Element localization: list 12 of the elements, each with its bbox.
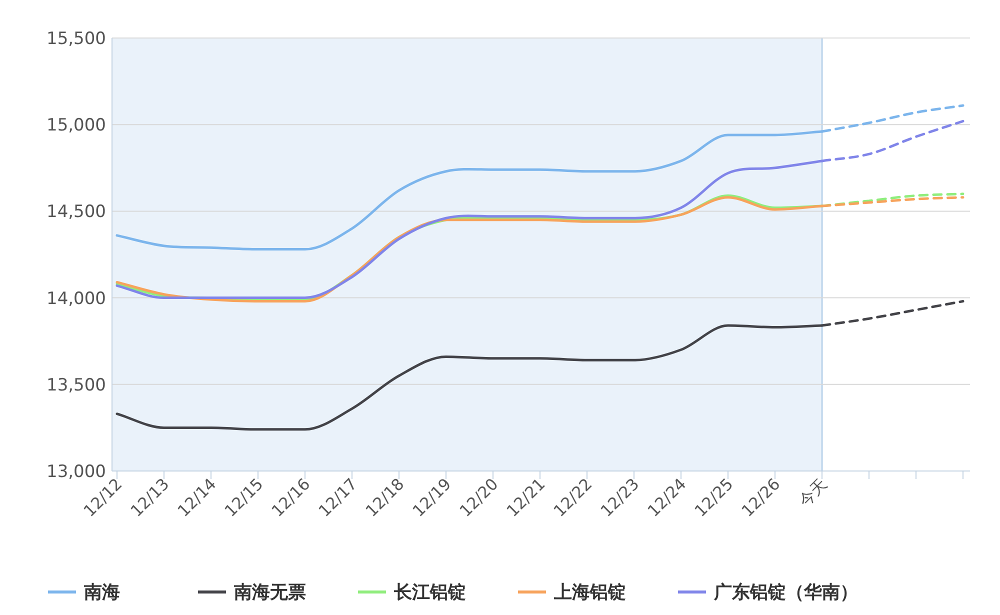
y-tick-label: 15,000 — [46, 116, 106, 136]
y-tick-label: 13,000 — [46, 462, 106, 482]
legend-label: 广东铝锭（华南） — [713, 582, 858, 603]
y-tick-label: 13,500 — [46, 375, 106, 396]
legend-label: 上海铝锭 — [553, 582, 626, 603]
legend-label: 南海 — [83, 582, 120, 603]
y-tick-label: 15,500 — [46, 29, 106, 49]
legend-label: 长江铝锭 — [393, 582, 466, 603]
legend-label: 南海无票 — [233, 582, 306, 603]
x-tick-label: 今天 — [794, 474, 831, 510]
y-tick-label: 14,500 — [46, 202, 106, 222]
y-tick-label: 14,000 — [46, 288, 106, 309]
